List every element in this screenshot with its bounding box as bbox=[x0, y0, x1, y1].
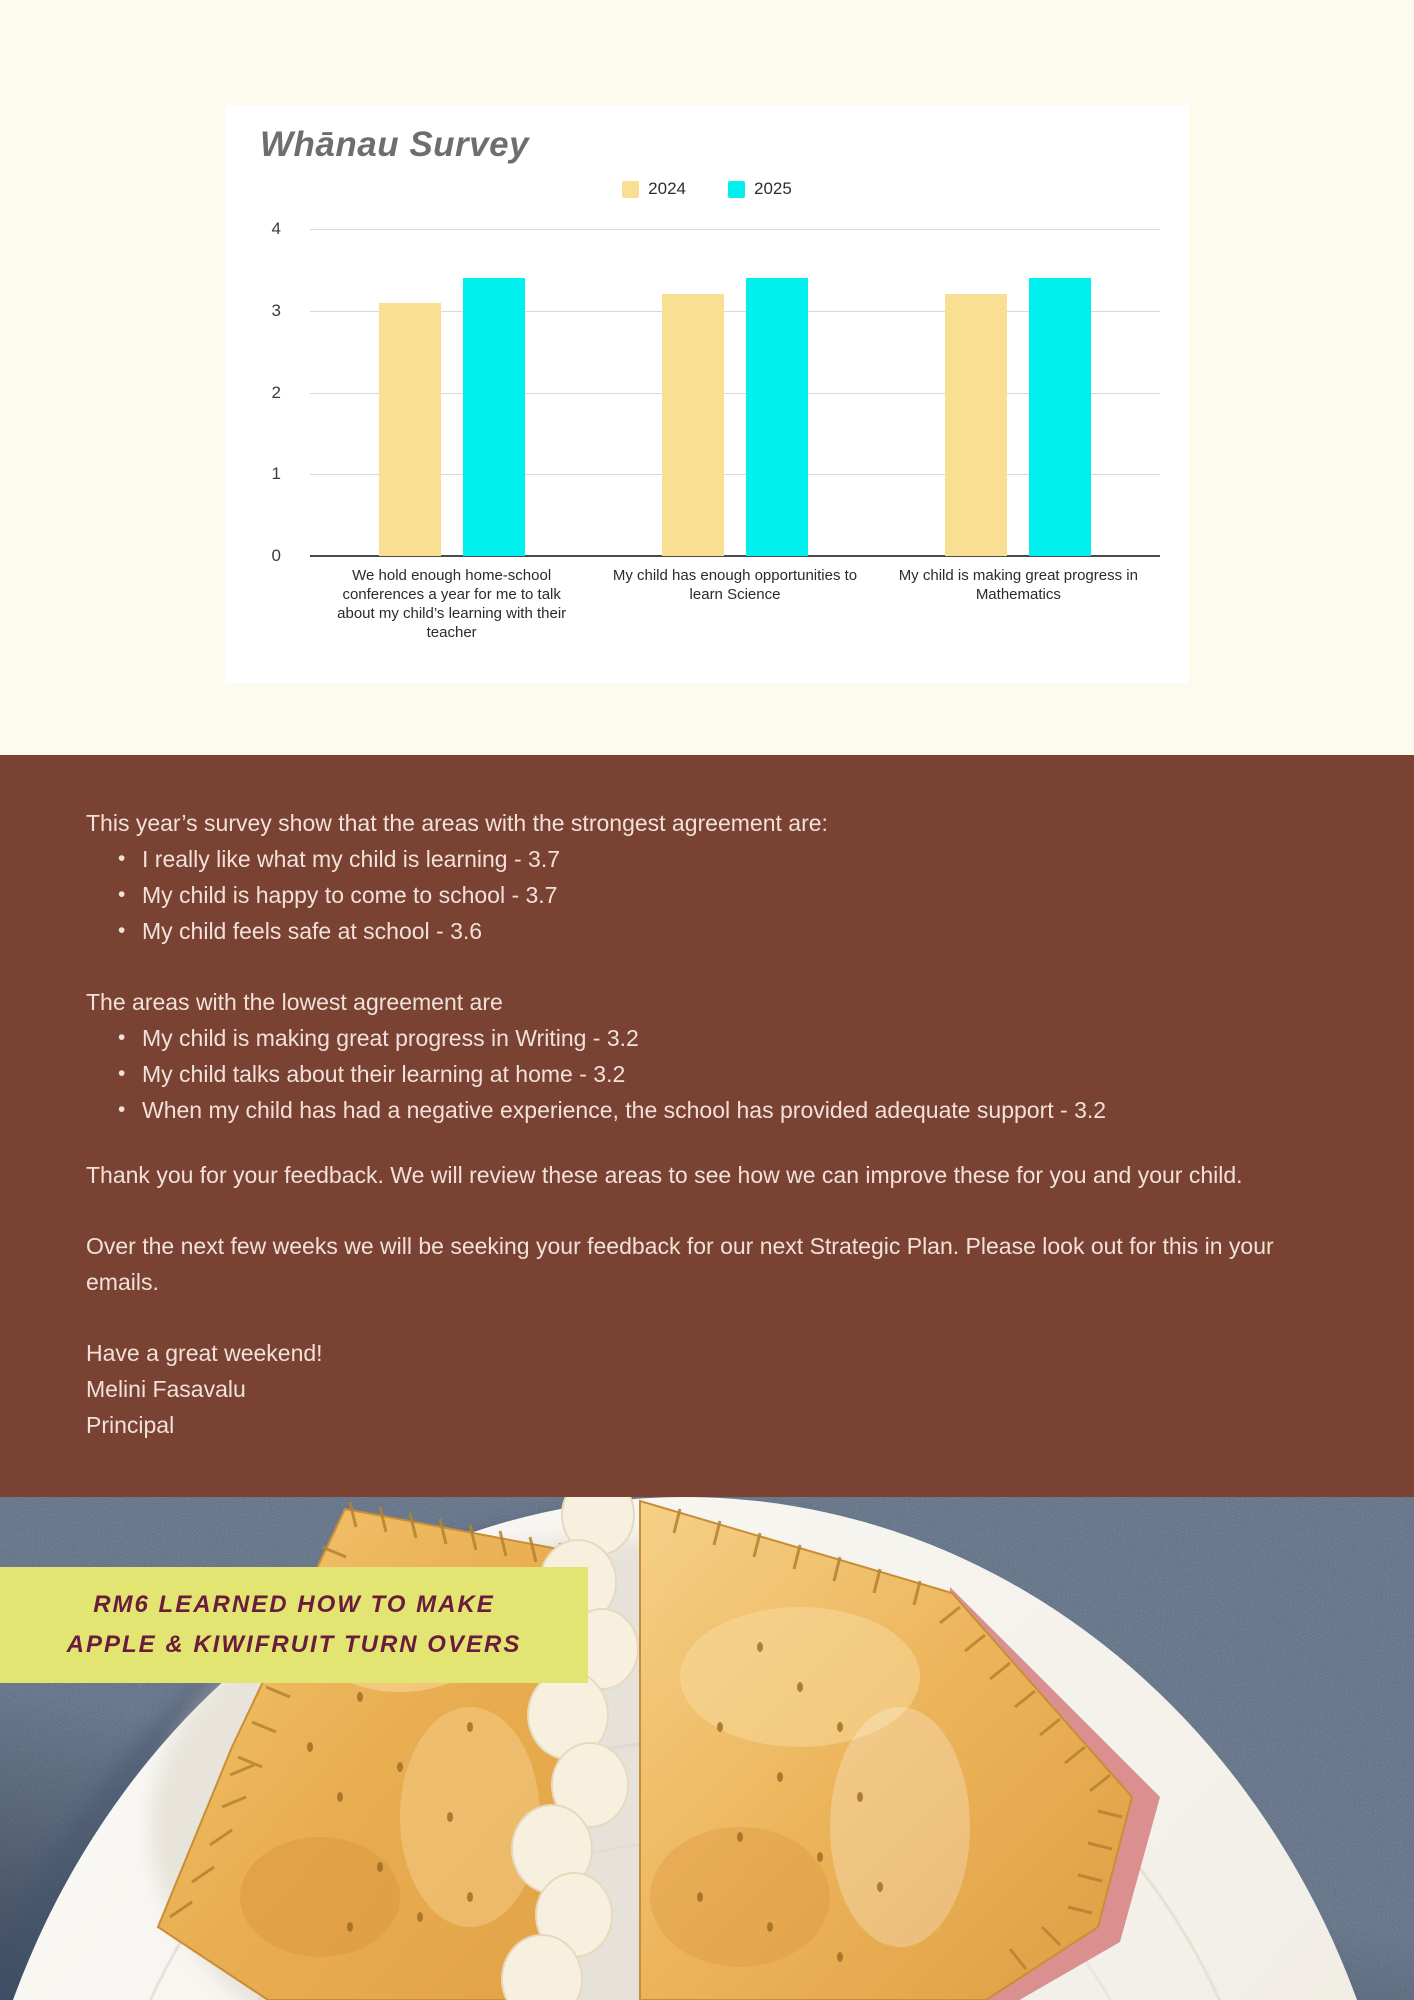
strongest-agreement-intro: This year’s survey show that the areas w… bbox=[86, 810, 828, 836]
lowest-agreement-intro: The areas with the lowest agreement are bbox=[86, 989, 503, 1015]
bar-2025-group-2 bbox=[746, 278, 808, 556]
legend-label: 2024 bbox=[648, 179, 686, 198]
principal-message-section: This year’s survey show that the areas w… bbox=[0, 755, 1414, 1497]
legend-swatch bbox=[728, 180, 745, 198]
y-axis-tick-label: 2 bbox=[271, 382, 281, 402]
chart-title: Whānau Survey bbox=[260, 125, 530, 164]
chart-section: Whānau Survey 2024 2025 0 1 2 3 4 We hold eno… bbox=[0, 0, 1414, 755]
x-axis-baseline bbox=[310, 555, 1160, 557]
bullet-item: When my child has had a negative experie… bbox=[118, 1092, 1334, 1128]
bar-2025-group-3 bbox=[1029, 278, 1092, 556]
bullet-item: My child feels safe at school - 3.6 bbox=[118, 913, 1334, 949]
bar-2024-group-1 bbox=[378, 302, 441, 556]
signoff-weekend: Have a great weekend! bbox=[86, 1340, 323, 1366]
y-axis-tick-label: 0 bbox=[271, 546, 281, 565]
x-axis-label: We hold enough home-school conferences a… bbox=[337, 567, 567, 641]
gridline-2 bbox=[310, 392, 1160, 394]
y-axis-tick-label: 3 bbox=[271, 300, 281, 320]
strategic-plan-paragraph: Over the next few weeks we will be seeki… bbox=[86, 1233, 1274, 1295]
chart-legend: 2024 2025 bbox=[225, 179, 1189, 199]
thanks-paragraph: Thank you for your feedback. We will rev… bbox=[86, 1162, 1243, 1188]
legend-item-2025: 2025 bbox=[728, 179, 792, 199]
signoff-name: Melini Fasavalu bbox=[86, 1376, 246, 1402]
strongest-agreement-list: I really like what my child is learning … bbox=[86, 841, 1334, 949]
legend-swatch bbox=[622, 180, 640, 198]
gridline-3 bbox=[310, 310, 1160, 312]
bullet-item: My child is making great progress in Wri… bbox=[118, 1020, 1334, 1056]
y-axis-tick-label: 4 bbox=[271, 219, 281, 238]
photo-section: RM6 LEARNED HOW TO MAKE APPLE & KIWIFRUI… bbox=[0, 1474, 1414, 2000]
caption-line-2: APPLE & KIWIFRUIT TURN OVERS bbox=[66, 1631, 522, 1658]
bullet-item: I really like what my child is learning … bbox=[118, 841, 1334, 877]
y-axis-tick-label: 1 bbox=[271, 464, 281, 484]
signoff-title: Principal bbox=[86, 1412, 175, 1438]
chart-y-axis-labels: 0 1 2 3 4 bbox=[243, 219, 295, 565]
gridline-1 bbox=[310, 474, 1160, 476]
bullet-item: My child talks about their learning at h… bbox=[118, 1056, 1334, 1092]
photo-caption: RM6 LEARNED HOW TO MAKE APPLE & KIWIFRUI… bbox=[0, 1567, 588, 1683]
right-turnover-pastry bbox=[639, 1499, 1160, 2000]
x-axis-label: My child is making great progress in Mat… bbox=[898, 567, 1138, 603]
lowest-agreement-list: My child is making great progress in Wri… bbox=[86, 1020, 1334, 1128]
legend-item-2024: 2024 bbox=[622, 179, 686, 199]
bar-2024-group-2 bbox=[662, 294, 724, 556]
chart-plot-area bbox=[310, 229, 1160, 557]
bar-2025-group-1 bbox=[462, 278, 525, 556]
chart-card: Whānau Survey 2024 2025 0 1 2 3 4 We hold eno… bbox=[225, 105, 1189, 683]
bar-2024-group-3 bbox=[945, 294, 1008, 556]
legend-label: 2025 bbox=[754, 179, 792, 198]
bullet-item: My child is happy to come to school - 3.… bbox=[118, 877, 1334, 913]
gridline-4 bbox=[310, 229, 1160, 230]
caption-line-1: RM6 LEARNED HOW TO MAKE bbox=[93, 1591, 495, 1618]
x-axis-label: My child has enough opportunities to lea… bbox=[612, 567, 858, 603]
chart-x-axis-labels: We hold enough home-school conferences a… bbox=[310, 566, 1160, 676]
